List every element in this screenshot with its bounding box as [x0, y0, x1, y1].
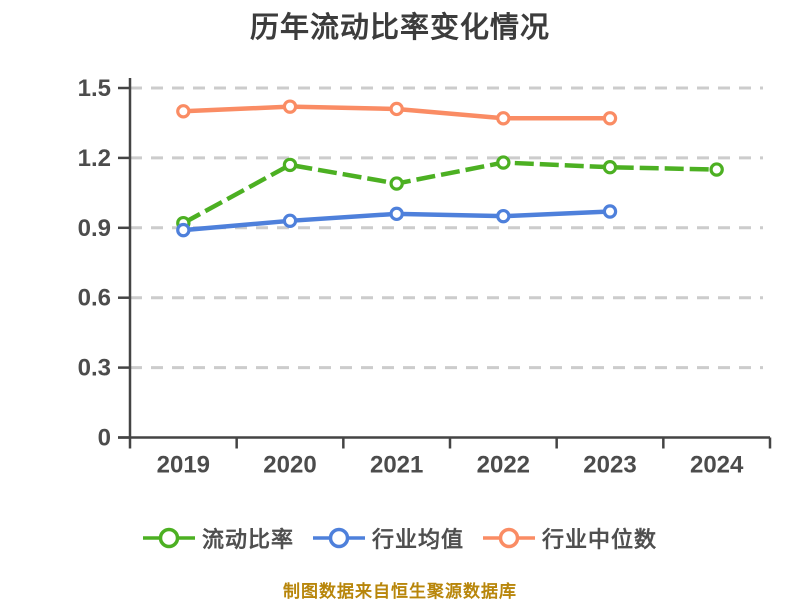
x-tick-label-2024: 2024 — [690, 452, 744, 479]
data-point-industry-median-2021 — [389, 101, 404, 117]
data-point-current-ratio-2024 — [709, 162, 724, 177]
y-tick-label-0.9: 0.9 — [78, 215, 111, 242]
x-tick-label-2020: 2020 — [263, 452, 316, 479]
data-point-industry-average-2019 — [176, 222, 191, 238]
x-tick-label-2022: 2022 — [477, 452, 530, 479]
data-point-industry-median-2023 — [602, 111, 618, 126]
legend-item-industry-median: 行业中位数 — [483, 522, 657, 554]
x-tick-label-2019: 2019 — [157, 452, 210, 479]
y-tick-label-0: 0 — [98, 425, 111, 452]
data-point-industry-median-2019 — [176, 104, 191, 119]
industry-average-legend-marker-icon — [312, 527, 365, 549]
legend-label-current-ratio: 流动比率 — [201, 527, 294, 552]
data-point-industry-median-2022 — [496, 111, 511, 126]
legend-item-industry-average: 行业均值 — [312, 522, 464, 554]
legend-label-industry-average: 行业均值 — [371, 527, 464, 552]
data-point-industry-average-2020 — [282, 213, 298, 229]
data-point-industry-average-2021 — [389, 206, 404, 222]
chart-title: 历年流动比率变化情况 — [249, 12, 550, 44]
y-tick-label-0.6: 0.6 — [78, 285, 111, 312]
source-note: 制图数据来自恒生聚源数据库 — [283, 582, 517, 600]
y-tick-label-0.3: 0.3 — [78, 355, 111, 382]
x-tick-label-2023: 2023 — [583, 452, 636, 479]
x-tick-label-2021: 2021 — [370, 452, 423, 479]
data-point-current-ratio-2021 — [389, 176, 404, 191]
current-ratio-legend-marker-icon — [142, 527, 195, 549]
data-point-industry-median-2020 — [282, 99, 298, 114]
chart-legend: 流动比率 行业均值 行业中位数 — [0, 522, 800, 554]
legend-item-current-ratio: 流动比率 — [142, 522, 294, 554]
data-point-current-ratio-2022 — [496, 155, 511, 170]
y-tick-label-1.2: 1.2 — [78, 145, 111, 172]
y-tick-label-1.5: 1.5 — [78, 75, 111, 102]
line-chart-plot-area: 0 0.3 0.6 0.9 1.2 1.5 2019 2020 2021 2022 2023 2024 — [78, 75, 772, 479]
data-point-industry-average-2023 — [602, 204, 618, 219]
series-line-current-ratio — [182, 160, 717, 226]
data-point-industry-average-2022 — [496, 208, 511, 224]
industry-median-legend-marker-icon — [483, 527, 535, 549]
data-point-current-ratio-2023 — [602, 160, 618, 175]
data-point-current-ratio-2020 — [282, 157, 298, 173]
legend-label-industry-median: 行业中位数 — [542, 527, 658, 552]
